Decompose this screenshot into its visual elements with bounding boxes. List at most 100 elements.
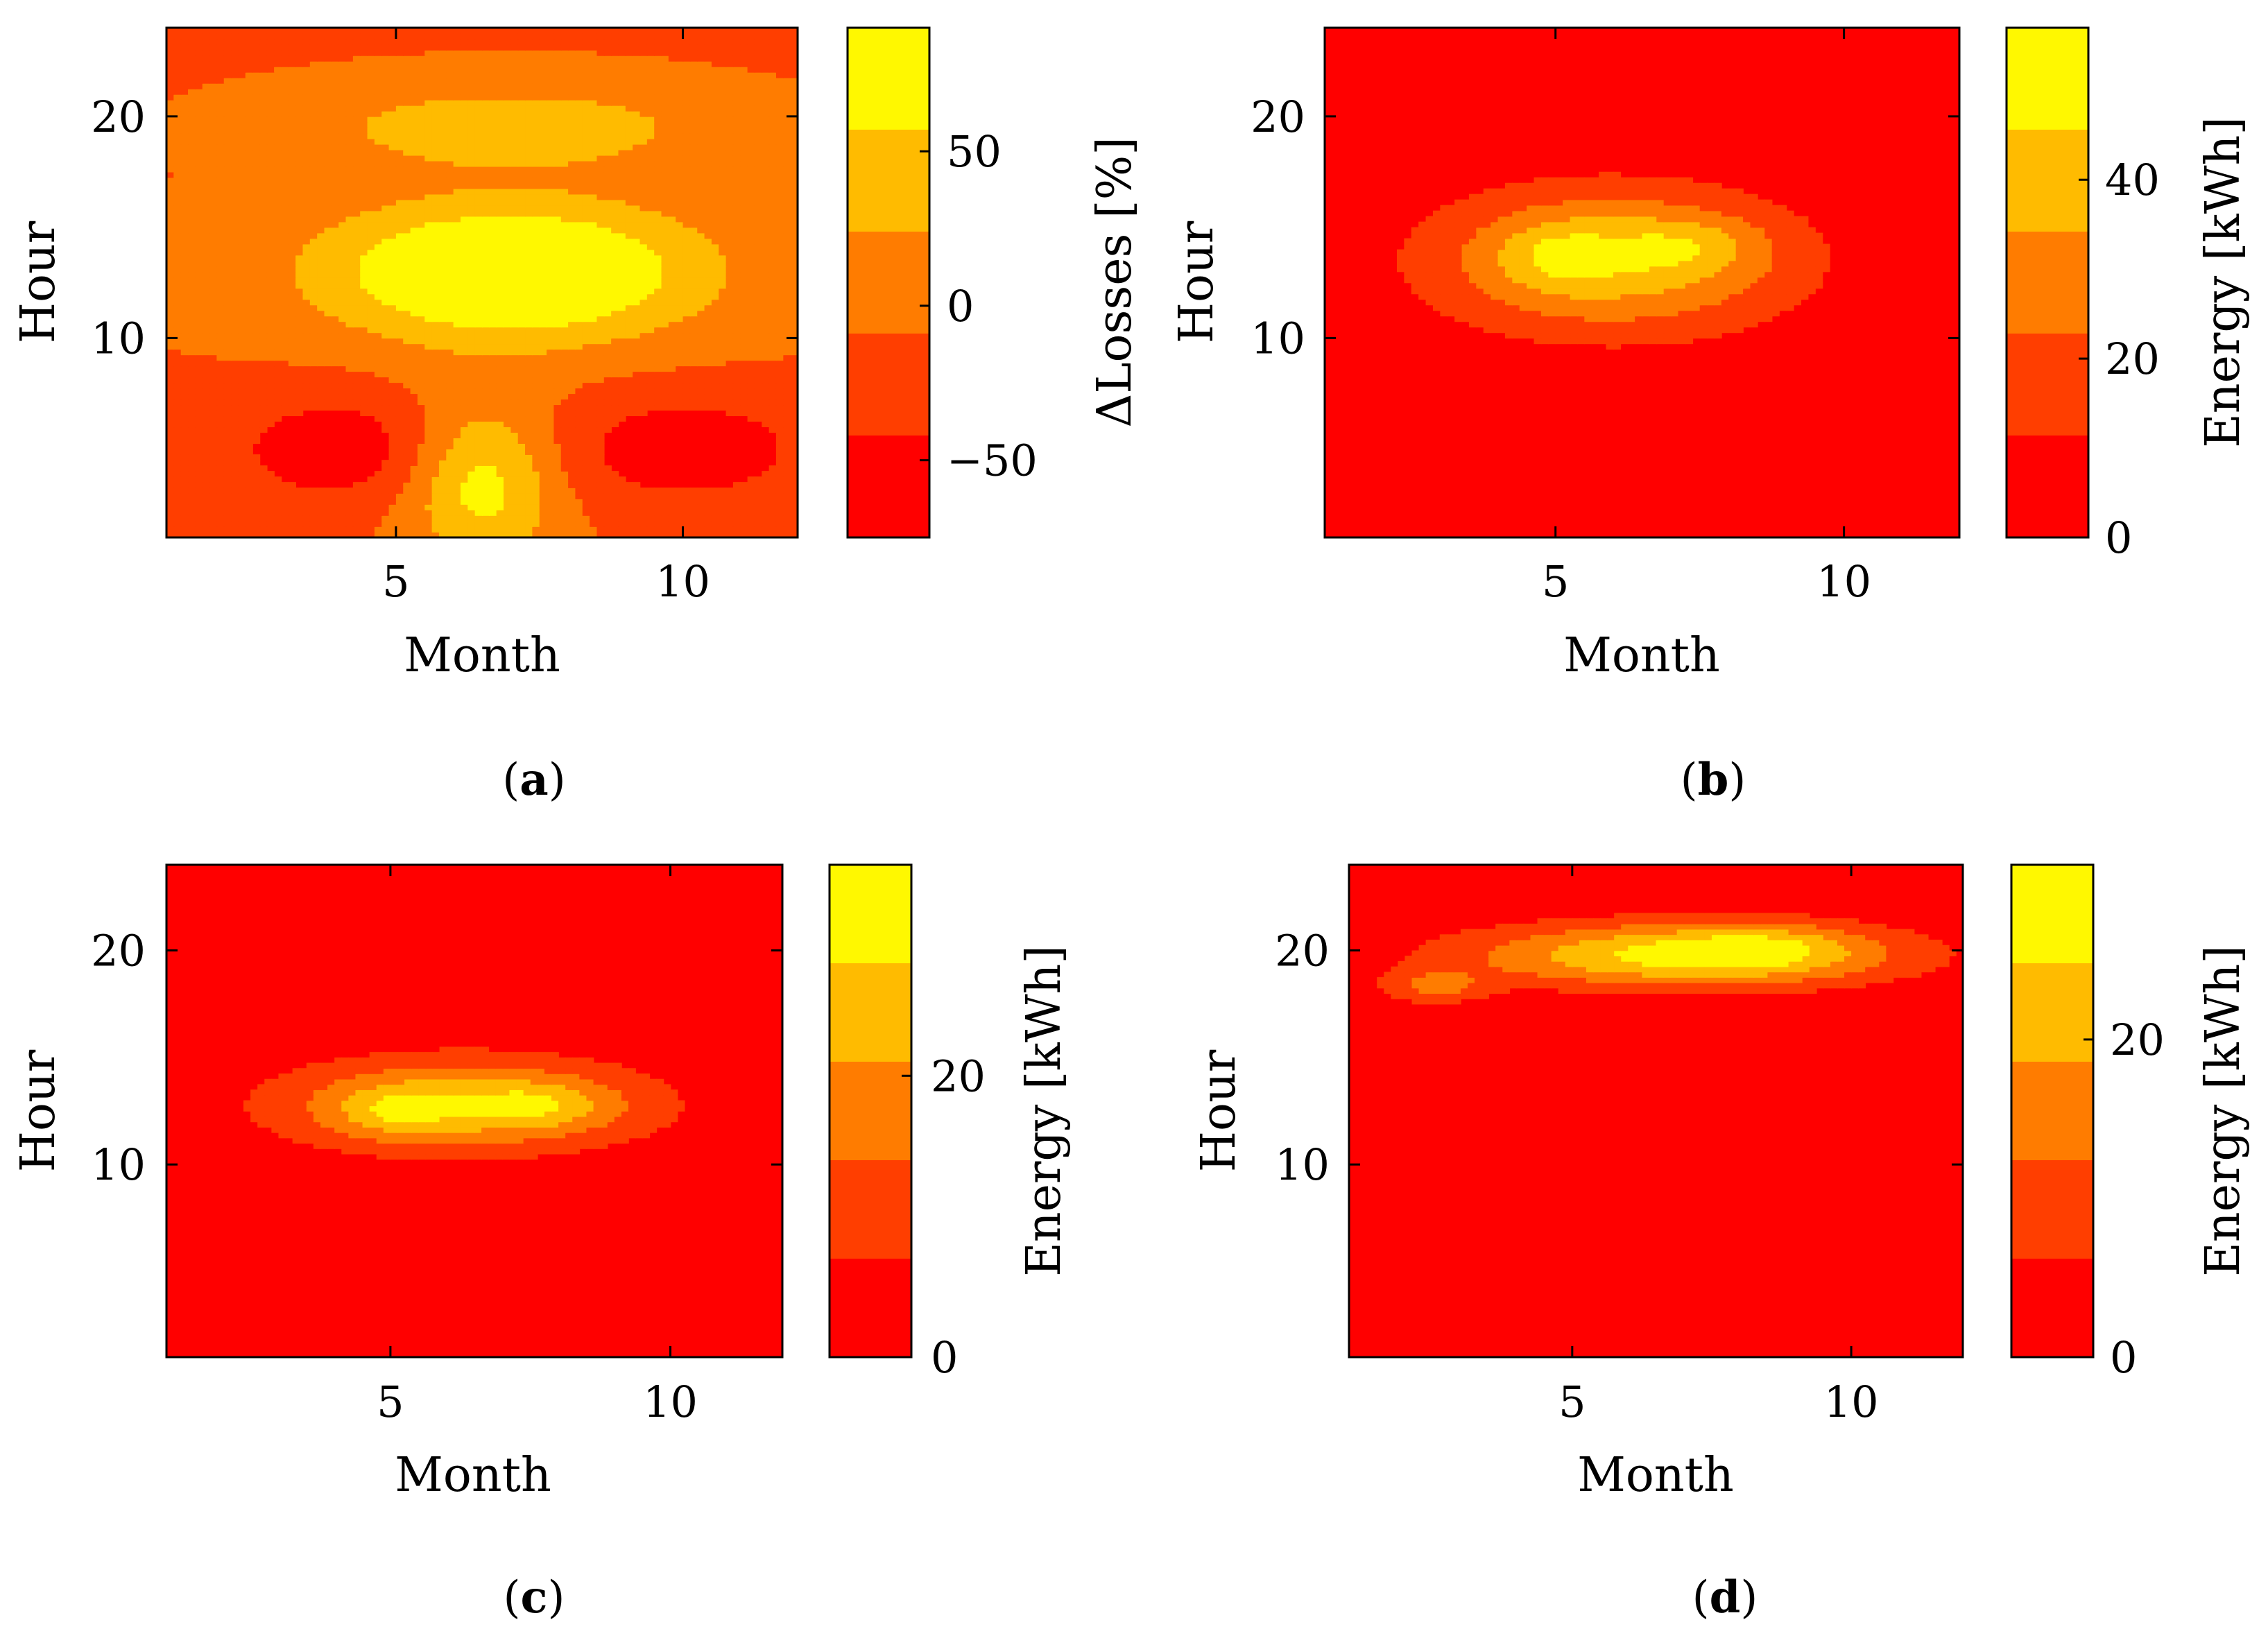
contour-cell — [367, 332, 375, 339]
contour-cell — [352, 399, 361, 406]
contour-cell — [654, 393, 662, 400]
contour-cell — [496, 260, 504, 267]
contour-cell — [188, 532, 196, 538]
contour-cell — [180, 499, 189, 505]
contour-cell — [195, 404, 203, 411]
contour-cell — [209, 271, 218, 278]
contour-cell — [719, 299, 727, 306]
contour-cell — [410, 393, 418, 400]
contour-cell — [532, 260, 540, 267]
contour-cell — [525, 282, 533, 289]
contour-cell — [719, 499, 727, 505]
contour-cell — [768, 482, 777, 488]
contour-cell — [309, 332, 318, 339]
contour-cell — [697, 360, 705, 367]
contour-cell — [783, 310, 791, 317]
contour-cell — [496, 393, 504, 400]
contour-cell — [274, 354, 282, 361]
contour-cell — [202, 354, 210, 361]
contour-cell — [367, 488, 375, 494]
contour-cell — [410, 360, 418, 367]
contour-cell — [775, 343, 784, 350]
contour-cell — [496, 388, 504, 395]
contour-cell — [517, 282, 526, 289]
contour-cell — [768, 221, 777, 228]
contour-cell — [474, 510, 483, 516]
contour-cell — [446, 277, 454, 284]
contour-cell — [288, 327, 296, 334]
contour-cell — [790, 293, 798, 300]
contour-cell — [259, 293, 268, 300]
contour-cell — [331, 399, 339, 406]
contour-cell — [259, 210, 268, 217]
contour-cell — [424, 193, 433, 200]
contour-cell — [438, 421, 447, 428]
contour-cell — [775, 210, 784, 217]
contour-cell — [274, 493, 282, 499]
contour-cell — [395, 421, 404, 428]
contour-cell — [209, 377, 218, 383]
contour-cell — [223, 460, 232, 466]
contour-cell — [682, 365, 691, 372]
contour-cell — [790, 221, 798, 228]
contour-cell — [352, 343, 361, 350]
contour-cell — [510, 249, 519, 256]
contour-cell — [719, 343, 727, 350]
contour-cell — [431, 299, 440, 306]
contour-cell — [367, 210, 375, 217]
contour-cell — [740, 360, 748, 367]
contour-cell — [410, 327, 418, 334]
contour-cell — [668, 249, 676, 256]
contour-cell — [704, 232, 712, 239]
contour-cell — [790, 277, 798, 284]
contour-cell — [331, 260, 339, 267]
contour-cell — [575, 365, 583, 372]
contour-cell — [195, 243, 203, 250]
contour-cell — [295, 293, 304, 300]
contour-cell — [223, 438, 232, 444]
contour-cell — [482, 504, 490, 510]
contour-cell — [633, 293, 641, 300]
contour-cell — [395, 327, 404, 334]
contour-cell — [560, 426, 569, 433]
contour-cell — [496, 371, 504, 378]
contour-cell — [209, 293, 218, 300]
contour-cell — [288, 299, 296, 306]
contour-cell — [453, 266, 461, 273]
contour-cell — [668, 332, 676, 339]
contour-cell — [431, 415, 440, 422]
contour-cell — [360, 377, 368, 383]
contour-cell — [676, 282, 684, 289]
contour-cell — [762, 221, 770, 228]
contour-cell — [568, 238, 576, 245]
contour-cell — [682, 382, 691, 389]
contour-cell — [482, 510, 490, 516]
contour-cell — [410, 193, 418, 200]
contour-cell — [216, 449, 225, 455]
contour-cell — [223, 316, 232, 322]
contour-cell — [768, 255, 777, 261]
contour-cell — [560, 415, 569, 422]
contour-cell — [676, 404, 684, 411]
contour-cell — [467, 293, 476, 300]
contour-cell — [740, 232, 748, 239]
contour-cell — [252, 321, 261, 328]
contour-cell — [238, 188, 246, 195]
contour-cell — [460, 454, 469, 460]
contour-cell — [560, 421, 569, 428]
contour-cell — [173, 227, 182, 234]
contour-cell — [281, 221, 289, 228]
contour-cell — [417, 443, 426, 449]
contour-cell — [188, 332, 196, 339]
contour-cell — [403, 321, 411, 328]
contour-cell — [460, 449, 469, 455]
contour-cell — [532, 393, 540, 400]
contour-cell — [762, 310, 770, 317]
contour-cell — [762, 260, 770, 267]
contour-cell — [352, 205, 361, 212]
contour-cell — [188, 288, 196, 295]
contour-cell — [374, 404, 383, 411]
contour-cell — [697, 382, 705, 389]
contour-cell — [338, 327, 347, 334]
contour-cell — [188, 210, 196, 217]
